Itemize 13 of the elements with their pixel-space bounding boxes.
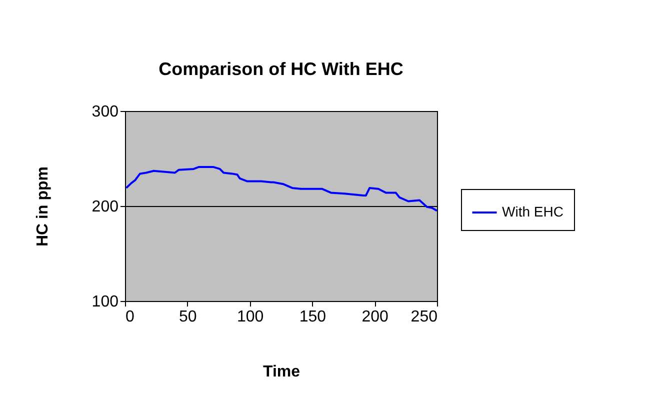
- legend-label: With EHC: [502, 204, 564, 220]
- y-tick-label: 300: [92, 104, 119, 120]
- chart-title: Comparison of HC With EHC: [158, 59, 404, 79]
- x-tick-label: 100: [236, 308, 264, 326]
- y-tick-label: 200: [92, 198, 119, 216]
- y-tick-label: 100: [92, 294, 119, 310]
- x-tick-label: 200: [362, 308, 389, 326]
- x-tick-label: 50: [179, 308, 197, 326]
- x-tick-label: 150: [299, 308, 326, 326]
- x-tick-label: 0: [126, 308, 134, 326]
- y-axis-title: HC in ppm: [34, 166, 52, 246]
- x-tick-label: 250: [410, 308, 438, 326]
- x-axis-title: Time: [262, 364, 300, 380]
